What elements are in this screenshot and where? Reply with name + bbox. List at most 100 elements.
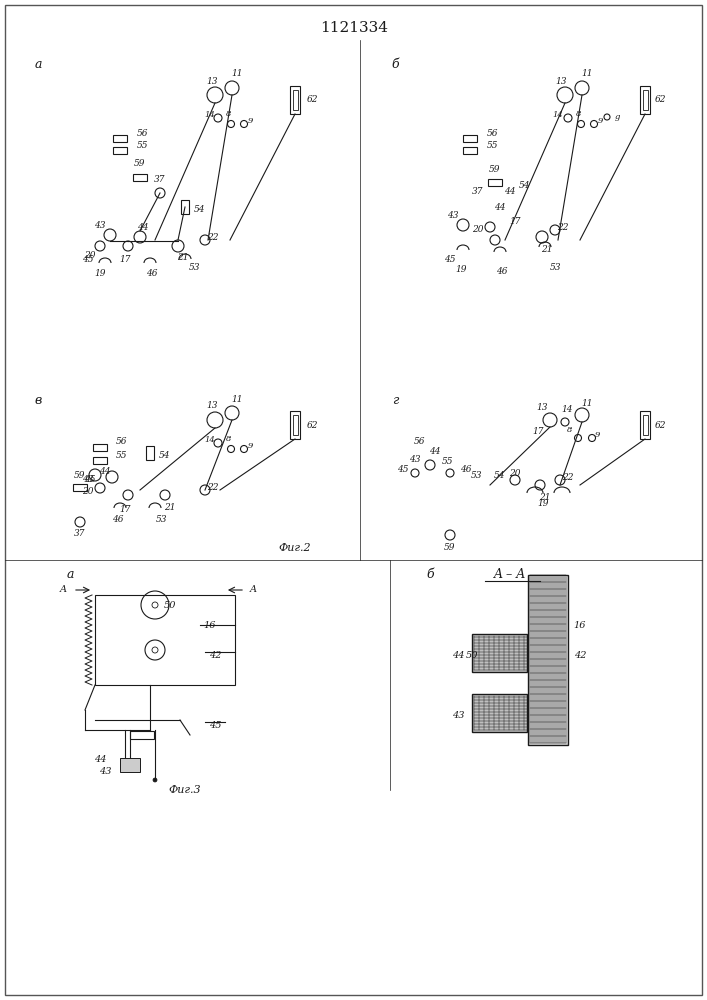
Text: 46: 46	[146, 269, 158, 278]
Text: 21: 21	[164, 502, 176, 512]
Bar	[488, 178, 502, 186]
Bar	[113, 146, 127, 153]
Bar	[290, 411, 300, 439]
Text: 37: 37	[74, 528, 86, 538]
Bar	[181, 200, 189, 214]
Text: 44: 44	[494, 202, 506, 212]
Text: 20: 20	[84, 251, 95, 260]
Text: 53: 53	[156, 514, 168, 524]
Text: 44: 44	[452, 650, 464, 660]
Text: 54: 54	[194, 206, 206, 215]
Text: 43: 43	[452, 710, 464, 720]
Text: 9: 9	[247, 442, 252, 450]
Text: 50: 50	[466, 650, 478, 660]
Circle shape	[153, 778, 157, 782]
Text: 43: 43	[99, 768, 111, 776]
Bar	[93, 456, 107, 464]
Bar	[146, 446, 154, 460]
Text: 9: 9	[597, 117, 602, 125]
Bar	[640, 411, 650, 439]
Text: г: г	[392, 393, 398, 406]
Bar	[73, 484, 87, 490]
Text: 59: 59	[134, 159, 146, 168]
Text: 45: 45	[397, 466, 409, 475]
Text: а: а	[34, 58, 42, 72]
Text: 17: 17	[119, 255, 131, 264]
Text: 44: 44	[94, 756, 106, 764]
Text: 62: 62	[654, 96, 666, 104]
Text: 19: 19	[455, 265, 467, 274]
Text: 20: 20	[509, 468, 521, 478]
Bar	[643, 415, 648, 435]
Text: 1121334: 1121334	[320, 21, 388, 35]
Text: A: A	[250, 585, 257, 594]
Text: 20: 20	[472, 226, 484, 234]
FancyBboxPatch shape	[472, 694, 527, 732]
Text: 22: 22	[207, 483, 218, 491]
Text: 56: 56	[487, 129, 498, 138]
Text: 43: 43	[448, 211, 459, 220]
Text: 20: 20	[82, 487, 94, 495]
Text: 22: 22	[207, 232, 218, 241]
Text: 44: 44	[429, 448, 440, 456]
Text: 9: 9	[595, 431, 600, 439]
Text: 43: 43	[409, 456, 421, 464]
Bar	[133, 174, 147, 180]
Text: а: а	[66, 568, 74, 582]
Text: 21: 21	[542, 244, 553, 253]
Text: 11: 11	[231, 70, 243, 79]
Text: 8: 8	[226, 435, 232, 443]
Text: 55: 55	[137, 141, 148, 150]
Text: в: в	[35, 393, 42, 406]
Text: 8: 8	[226, 110, 232, 118]
Text: 14: 14	[204, 436, 216, 444]
Text: 46: 46	[460, 466, 472, 475]
Text: 8: 8	[567, 426, 573, 434]
Text: 59: 59	[444, 542, 456, 552]
Text: 37: 37	[472, 188, 484, 196]
Text: 9: 9	[247, 117, 252, 125]
Text: 46: 46	[112, 514, 124, 524]
Text: 62: 62	[306, 96, 317, 104]
Text: 16: 16	[204, 620, 216, 630]
Text: 19: 19	[537, 499, 549, 508]
Text: 13: 13	[536, 403, 548, 412]
Text: 54: 54	[494, 471, 506, 480]
Text: A: A	[59, 585, 66, 594]
Text: 13: 13	[206, 77, 218, 86]
Text: 22: 22	[557, 223, 568, 232]
Text: 59: 59	[489, 164, 501, 174]
Text: 19: 19	[94, 269, 106, 278]
Text: 21: 21	[539, 492, 551, 502]
Text: 17: 17	[532, 428, 544, 436]
FancyBboxPatch shape	[528, 575, 568, 745]
Text: 50: 50	[164, 600, 176, 609]
Bar	[120, 758, 140, 772]
Text: 11: 11	[581, 398, 592, 408]
Bar	[113, 134, 127, 141]
Text: 11: 11	[231, 394, 243, 403]
Text: 62: 62	[654, 420, 666, 430]
Text: 45: 45	[84, 476, 95, 485]
Text: 54: 54	[159, 452, 171, 460]
Text: 56: 56	[137, 129, 148, 138]
Text: 13: 13	[555, 77, 567, 86]
Text: 56: 56	[414, 438, 426, 446]
Text: 37: 37	[154, 176, 165, 184]
Text: 42: 42	[209, 650, 221, 660]
Text: 55: 55	[487, 141, 498, 150]
Text: 55: 55	[443, 456, 454, 466]
Text: 43: 43	[82, 476, 94, 485]
Text: 55: 55	[116, 452, 128, 460]
Text: 17: 17	[119, 504, 131, 514]
Text: б: б	[426, 568, 434, 582]
Text: 21: 21	[177, 253, 189, 262]
Text: 45: 45	[209, 720, 221, 730]
Text: 22: 22	[562, 473, 574, 482]
Bar	[293, 90, 298, 110]
Text: 11: 11	[581, 70, 592, 79]
Text: 14: 14	[561, 406, 573, 414]
Text: 53: 53	[189, 263, 201, 272]
Text: Фиг.3: Фиг.3	[169, 785, 201, 795]
Text: б: б	[391, 58, 399, 72]
